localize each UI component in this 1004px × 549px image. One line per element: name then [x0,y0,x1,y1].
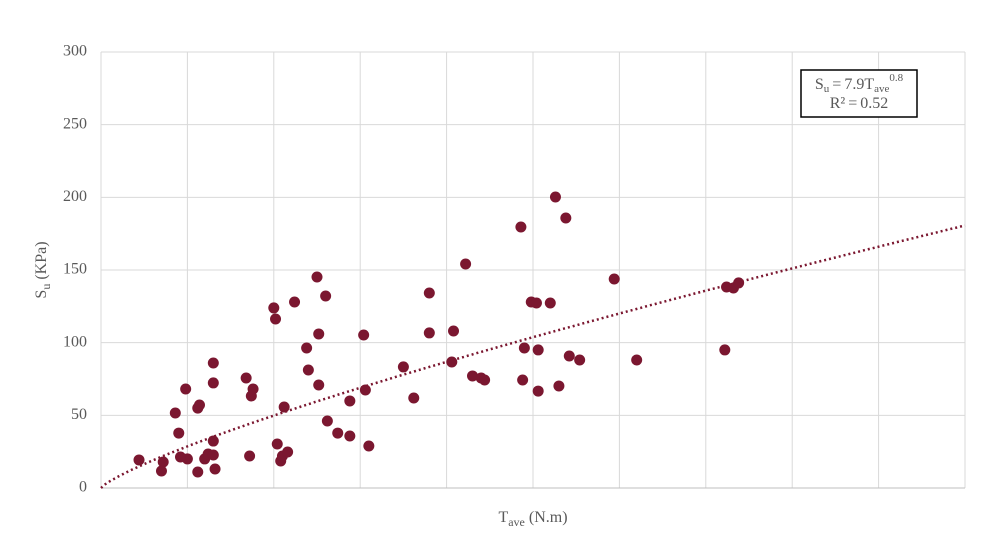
point [448,325,460,337]
r2-value: 0.52 [860,95,888,112]
point [320,290,332,302]
point [363,440,375,452]
point [180,383,192,395]
trendline [100,224,966,489]
point [560,212,572,224]
y-tick-label: 150 [63,261,87,278]
point [467,370,479,382]
point [460,258,472,270]
point [169,407,181,419]
point [733,277,745,289]
point [563,350,575,362]
point [244,450,256,462]
y-axis-title-unit: (KPa) [33,241,50,279]
r-squared: R² = 0.52 [830,95,889,112]
point [311,271,323,283]
point [207,435,219,447]
point [247,383,259,395]
x-axis-title-symbol: T [498,509,508,526]
point [608,273,620,285]
eq-rel: = [832,76,841,93]
y-tick-label: 300 [63,43,87,60]
point [193,399,205,411]
point [302,364,314,376]
point [133,454,145,466]
point [549,191,561,203]
point [359,384,371,396]
point [631,354,643,366]
y-tick-label: 0 [79,479,87,496]
point [532,385,544,397]
point [313,379,325,391]
x-axis-title: Tave (N.m) [498,509,567,529]
point [553,380,565,392]
point [174,451,186,463]
y-tick-label: 200 [63,188,87,205]
point [544,297,556,309]
x-axis-title-unit: (N.m) [529,509,568,526]
r2-symbol: R² [830,95,846,112]
point [289,296,301,308]
point [532,344,544,356]
point [157,456,169,468]
y-axis-title-subscript: u [39,284,53,290]
point [268,302,280,314]
point [408,392,420,404]
eq-x-sub: ave [874,83,889,95]
eq-y: S [815,76,824,93]
point [321,415,333,427]
point [271,438,283,450]
eq-coef: 7.9 [844,76,864,93]
point [278,401,290,413]
point [518,342,530,354]
point [173,427,185,439]
point [515,221,527,233]
y-tick-label: 250 [63,115,87,132]
point [358,329,370,341]
y-axis-title-symbol: S [33,290,50,299]
point [313,328,325,340]
point [282,446,294,458]
point [209,463,221,475]
equation-box [800,69,918,118]
point [479,374,491,386]
r2-rel: = [848,95,857,112]
point [192,466,204,478]
eq-x: T [864,76,874,93]
point [270,313,282,325]
y-tick-label: 50 [71,406,87,423]
point [155,465,167,477]
equation: Su = 7.9Tave0.8 [815,72,904,95]
point [207,377,219,389]
point [344,430,356,442]
x-axis-title-subscript: ave [508,515,525,529]
point [423,327,435,339]
point [344,395,356,407]
point [423,287,435,299]
point [332,427,344,439]
y-tick-label: 100 [63,333,87,350]
point [301,342,313,354]
point [719,344,731,356]
point [207,449,219,461]
point [240,372,252,384]
point [446,356,458,368]
eq-exp: 0.8 [889,72,903,84]
point [397,361,409,373]
point [574,354,586,366]
y-axis-title: Su (KPa) [33,241,53,298]
point [517,374,529,386]
point [207,357,219,369]
eq-y-sub: u [824,83,830,95]
point [530,297,542,309]
